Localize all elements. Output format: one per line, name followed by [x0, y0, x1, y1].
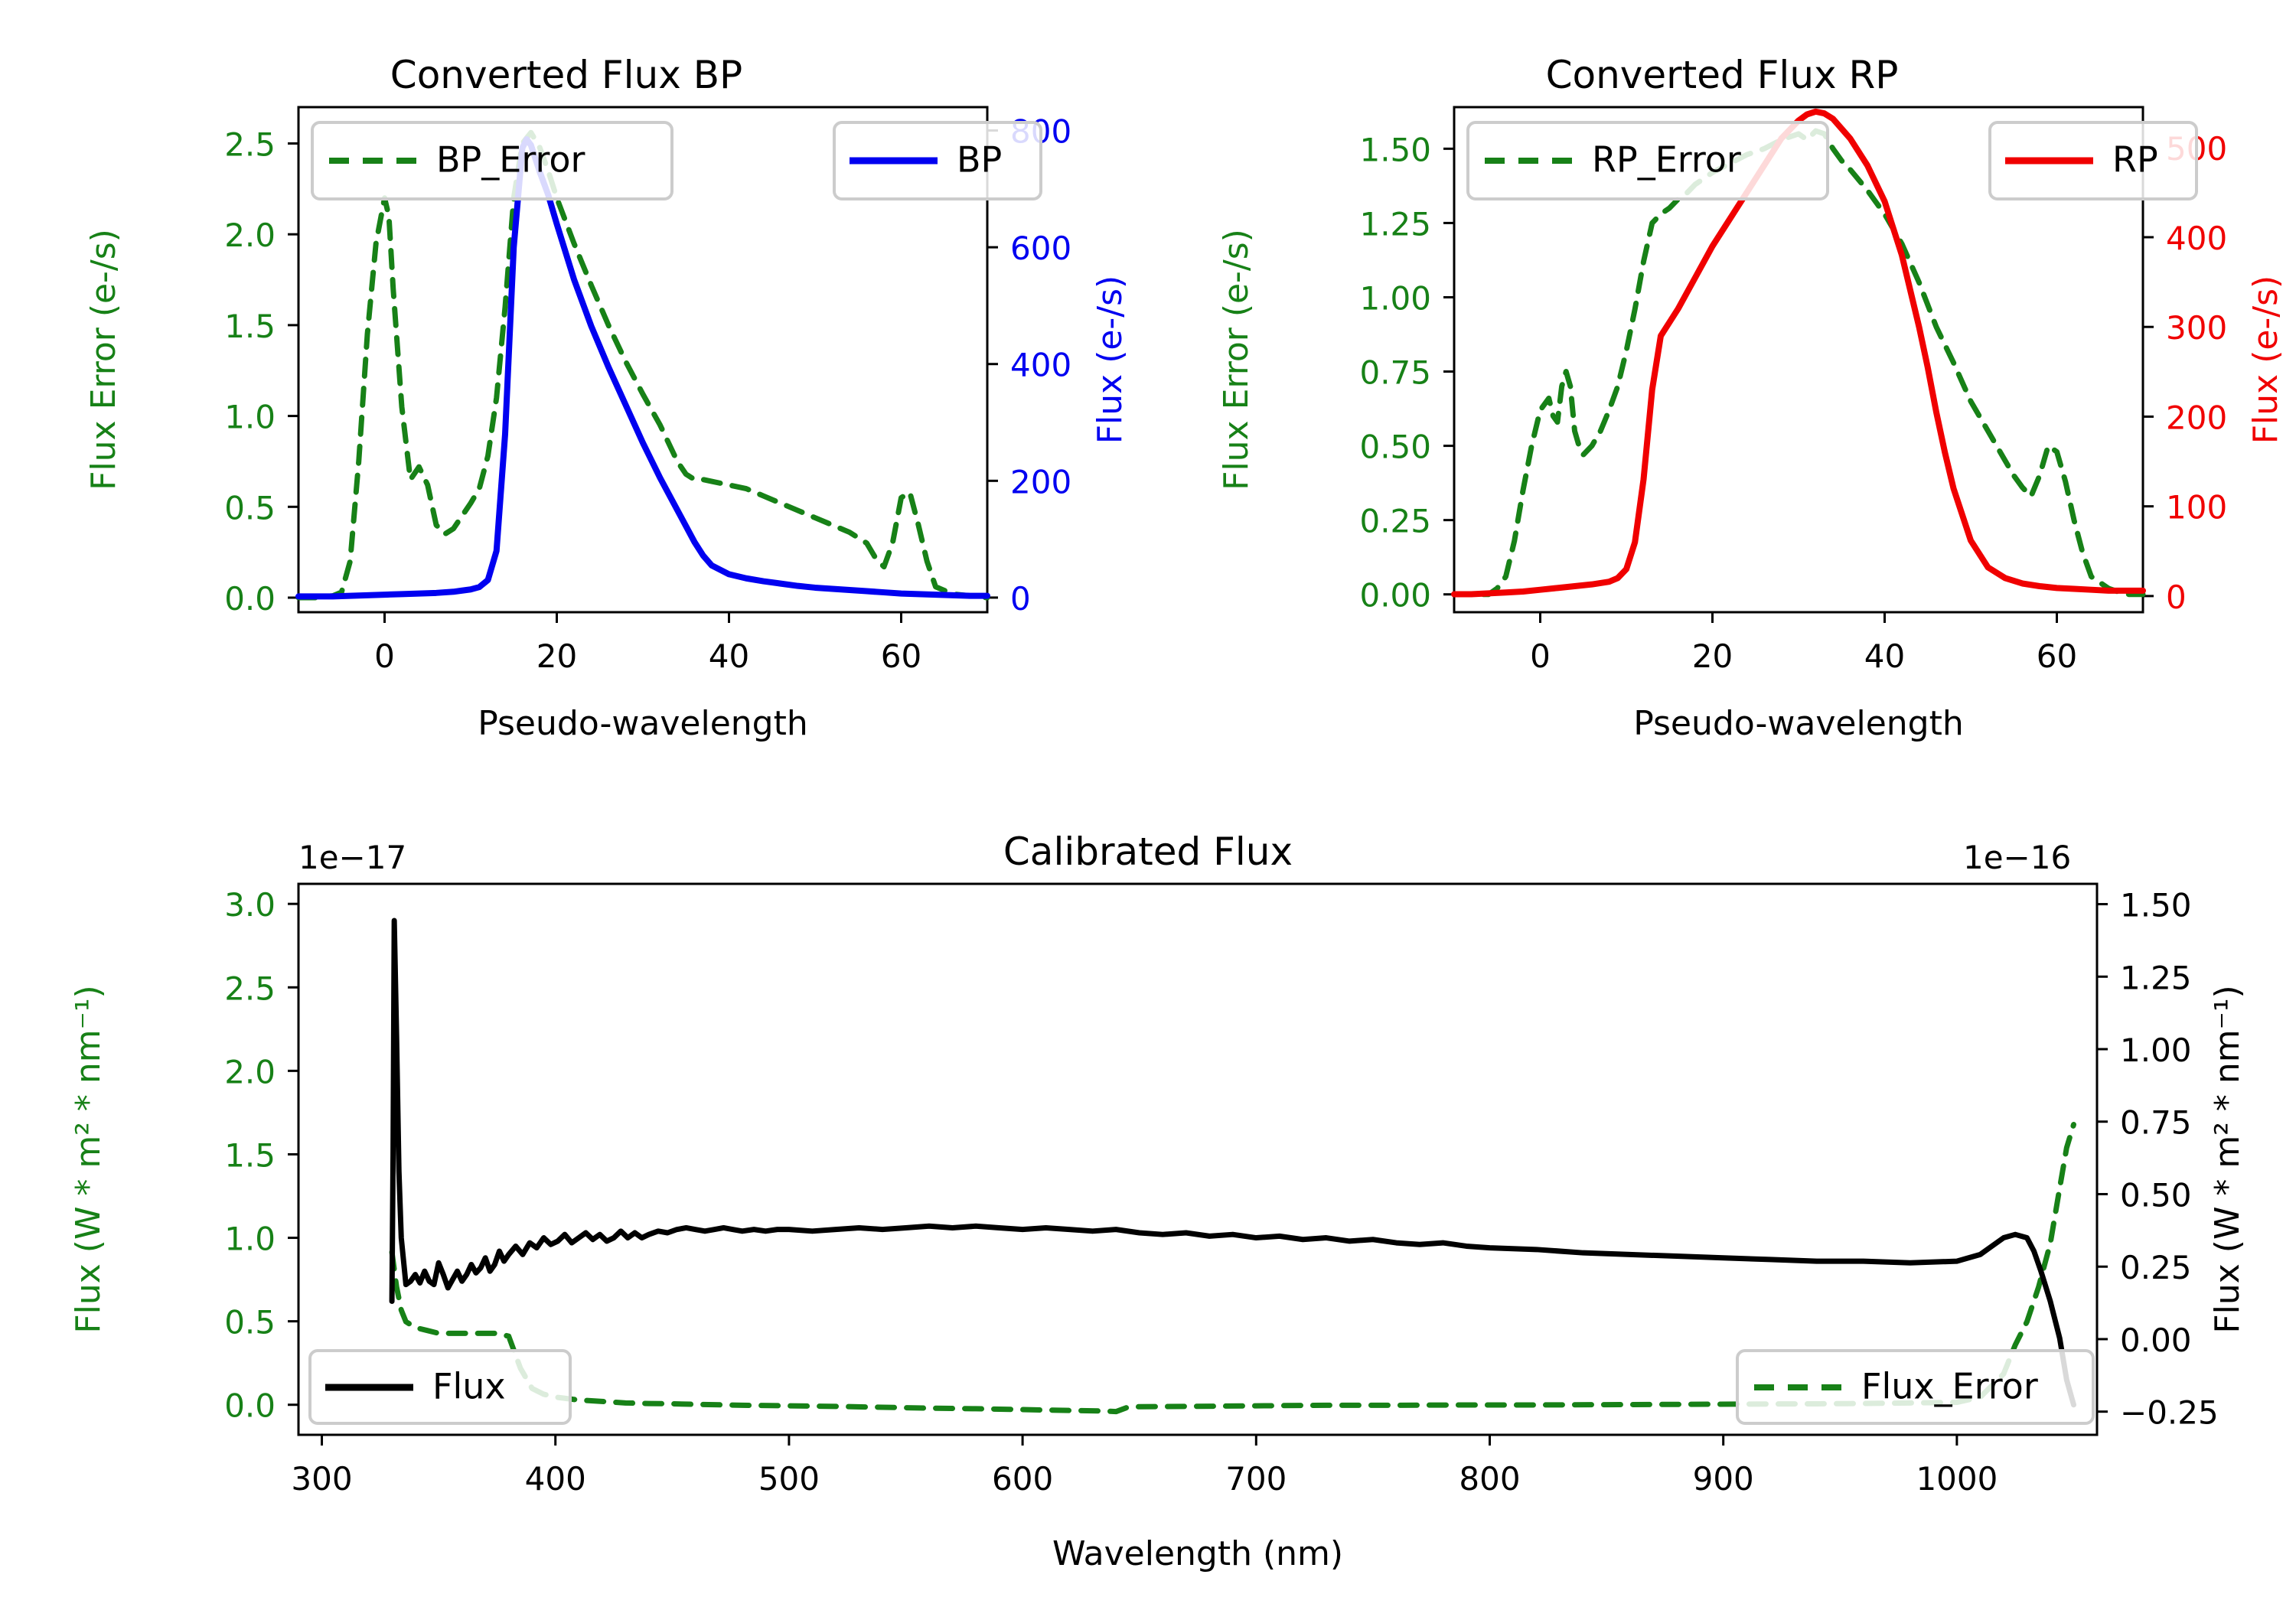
rp-yaxis-right-ticks: 0100200300400500: [2143, 130, 2227, 616]
tick-label: 1.25: [2120, 959, 2192, 996]
tick-label: 0.50: [1359, 429, 1431, 466]
tick-label: 1.5: [224, 1136, 276, 1174]
bp-yaxis-left-label: Flux Error (e-/s): [84, 229, 123, 491]
tick-label: 3.0: [224, 886, 276, 924]
rp-title: Converted Flux RP: [1546, 53, 1899, 97]
rp-legend-error[interactable]: RP_Error: [1466, 121, 1829, 200]
tick-label: 300: [291, 1460, 352, 1498]
panel-converted-flux-rp: Converted Flux RP 0 20 40 60 0.000.250.500.…: [1217, 53, 2285, 743]
bp-error-curve: [295, 129, 990, 601]
tick-label: 2.0: [224, 217, 276, 254]
bp-legend-error[interactable]: BP_Error: [311, 121, 673, 200]
tick-label: 2.0: [224, 1053, 276, 1090]
tick-label: 0.00: [2120, 1322, 2192, 1359]
tick-label: 0.25: [2120, 1249, 2192, 1286]
tick-label: 800: [1459, 1460, 1520, 1498]
calibrated-yaxis-left-label: Flux (W * m² * nm⁻¹): [69, 985, 108, 1333]
calibrated-legend-flux[interactable]: Flux: [308, 1349, 572, 1425]
tick-label: 60: [881, 637, 921, 675]
tick-label: 0.0: [224, 1387, 276, 1425]
tick-label: 0.75: [1359, 354, 1431, 392]
tick-label: 1.00: [2120, 1032, 2192, 1069]
tick-label: 1.00: [1359, 279, 1431, 317]
bp-xaxis-ticks: 0 20 40 60: [374, 612, 921, 675]
rp-xaxis-ticks: 0 20 40 60: [1530, 612, 2077, 675]
calibrated-legend-error-label: Flux_Error: [1861, 1366, 2038, 1407]
tick-label: 1.50: [1359, 131, 1431, 168]
tick-label: 1000: [1916, 1460, 1998, 1498]
rp-yaxis-left-label: Flux Error (e-/s): [1217, 229, 1256, 491]
calibrated-left-offset: 1e−17: [298, 839, 406, 876]
calibrated-title: Calibrated Flux: [1003, 830, 1293, 874]
rp-yaxis-right-label: Flux (e-/s): [2246, 275, 2285, 444]
bp-legend-flux[interactable]: BP: [833, 121, 1042, 200]
tick-label: 600: [1010, 230, 1071, 267]
tick-label: 0.75: [2120, 1104, 2192, 1142]
rp-legend-flux-label: RP: [2112, 139, 2158, 181]
tick-label: 40: [1864, 637, 1905, 675]
bp-legend-flux-label: BP: [957, 139, 1002, 181]
tick-label: 0: [374, 637, 395, 675]
tick-label: 0.5: [224, 1304, 276, 1341]
tick-label: 400: [1010, 347, 1071, 384]
tick-label: 1.0: [224, 399, 276, 436]
rp-error-curve: [1451, 128, 2146, 598]
tick-label: 1.5: [224, 308, 276, 345]
tick-label: −0.25: [2120, 1394, 2219, 1432]
rp-flux-curve: [1451, 108, 2146, 598]
tick-label: 0.0: [224, 580, 276, 618]
tick-label: 1.25: [1359, 205, 1431, 243]
calibrated-legend-error[interactable]: Flux_Error: [1736, 1349, 2095, 1425]
panel-converted-flux-bp: Converted Flux BP 0 20 40 60 0.0 0.5 1.0 1.5 2.…: [84, 53, 1130, 743]
calibrated-legend-flux-label: Flux: [432, 1366, 506, 1407]
tick-label: 900: [1693, 1460, 1754, 1498]
tick-label: 0.25: [1359, 503, 1431, 540]
calibrated-xaxis-label: Wavelength (nm): [1052, 1534, 1343, 1573]
tick-label: 0.00: [1359, 577, 1431, 614]
tick-label: 2.5: [224, 125, 276, 163]
calibrated-flux-curve: [389, 918, 2076, 1408]
tick-label: 20: [536, 637, 577, 675]
calibrated-yaxis-right-ticks: −0.25 0.00 0.25 0.50 0.75 1.00 1.25 1.50: [2097, 887, 2219, 1432]
tick-label: 0: [1530, 637, 1551, 675]
rp-xaxis-label: Pseudo-wavelength: [1633, 704, 1964, 743]
tick-label: 40: [709, 637, 749, 675]
calibrated-right-offset: 1e−16: [1963, 839, 2071, 876]
tick-label: 600: [992, 1460, 1053, 1498]
tick-label: 400: [2166, 220, 2227, 257]
rp-yaxis-left-ticks: 0.00 0.25 0.50 0.75 1.00 1.25 1.50: [1359, 131, 1454, 614]
tick-label: 0.5: [224, 489, 276, 526]
rp-legend-error-label: RP_Error: [1592, 139, 1741, 181]
bp-legend-error-label: BP_Error: [436, 139, 585, 181]
tick-label: 60: [2037, 637, 2077, 675]
tick-label: 1.50: [2120, 887, 2192, 924]
tick-label: 700: [1225, 1460, 1287, 1498]
bp-xaxis-label: Pseudo-wavelength: [478, 704, 808, 743]
bp-yaxis-left-ticks: 0.0 0.5 1.0 1.5 2.0 2.5: [224, 125, 298, 618]
tick-label: 200: [2166, 399, 2227, 436]
bp-yaxis-right-label: Flux (e-/s): [1091, 275, 1130, 444]
tick-label: 0: [2166, 579, 2187, 616]
tick-label: 0.50: [2120, 1176, 2192, 1214]
tick-label: 2.5: [224, 970, 276, 1007]
tick-label: 100: [2166, 489, 2227, 526]
tick-label: 200: [1010, 463, 1071, 500]
tick-label: 300: [2166, 309, 2227, 347]
tick-label: 20: [1692, 637, 1733, 675]
tick-label: 1.0: [224, 1221, 276, 1258]
tick-label: 500: [758, 1460, 820, 1498]
bp-title: Converted Flux BP: [390, 53, 742, 97]
panel-calibrated-flux: Calibrated Flux 1e−17 1e−16 300 400 500 600…: [69, 830, 2247, 1573]
tick-label: 400: [525, 1460, 586, 1498]
calibrated-yaxis-right-label: Flux (W * m² * nm⁻¹): [2208, 985, 2247, 1333]
calibrated-xaxis-ticks: 300 400 500 600 700 800 900 1000: [291, 1435, 1998, 1498]
tick-label: 0: [1010, 580, 1031, 618]
bp-flux-curve: [295, 135, 990, 600]
rp-legend-flux[interactable]: RP: [1988, 121, 2198, 200]
calibrated-yaxis-left-ticks: 0.0 0.5 1.0 1.5 2.0 2.5 3.0: [224, 886, 298, 1425]
